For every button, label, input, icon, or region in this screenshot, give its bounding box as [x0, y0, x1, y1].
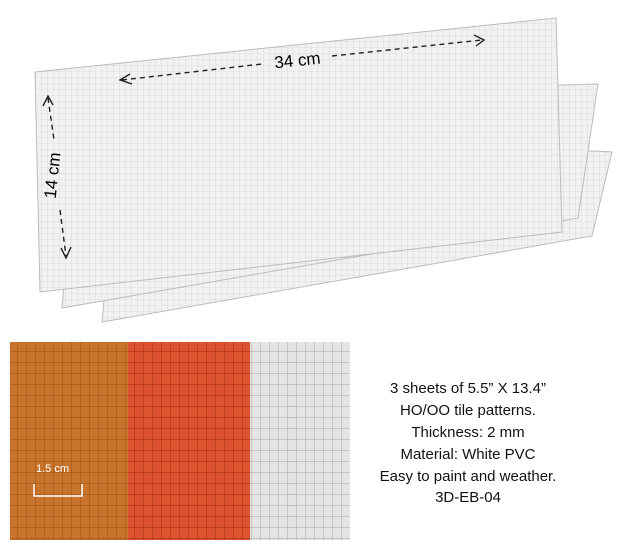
tile-swatch: 1.5 cm — [10, 342, 350, 540]
desc-line: Easy to paint and weather. — [380, 468, 557, 485]
desc-line: HO/OO tile patterns. — [400, 402, 536, 419]
description: 3 sheets of 5.5” X 13.4” HO/OO tile patt… — [380, 380, 557, 506]
scale-label: 1.5 cm — [36, 463, 69, 475]
desc-line: Thickness: 2 mm — [411, 424, 524, 441]
width-label: 14 cm — [41, 151, 65, 199]
tile-red — [128, 342, 250, 540]
desc-line: 3D-EB-04 — [435, 489, 501, 506]
sheets — [34, 17, 613, 323]
width-arrow — [42, 94, 72, 260]
scale-bracket — [33, 484, 83, 497]
desc-line: 3 sheets of 5.5” X 13.4” — [390, 380, 546, 397]
length-label: 34 cm — [273, 49, 321, 73]
tile-white — [250, 342, 350, 540]
tile-orange — [10, 342, 128, 540]
desc-line: Material: White PVC — [400, 446, 535, 463]
length-arrow — [118, 34, 486, 85]
sheet — [34, 17, 563, 293]
